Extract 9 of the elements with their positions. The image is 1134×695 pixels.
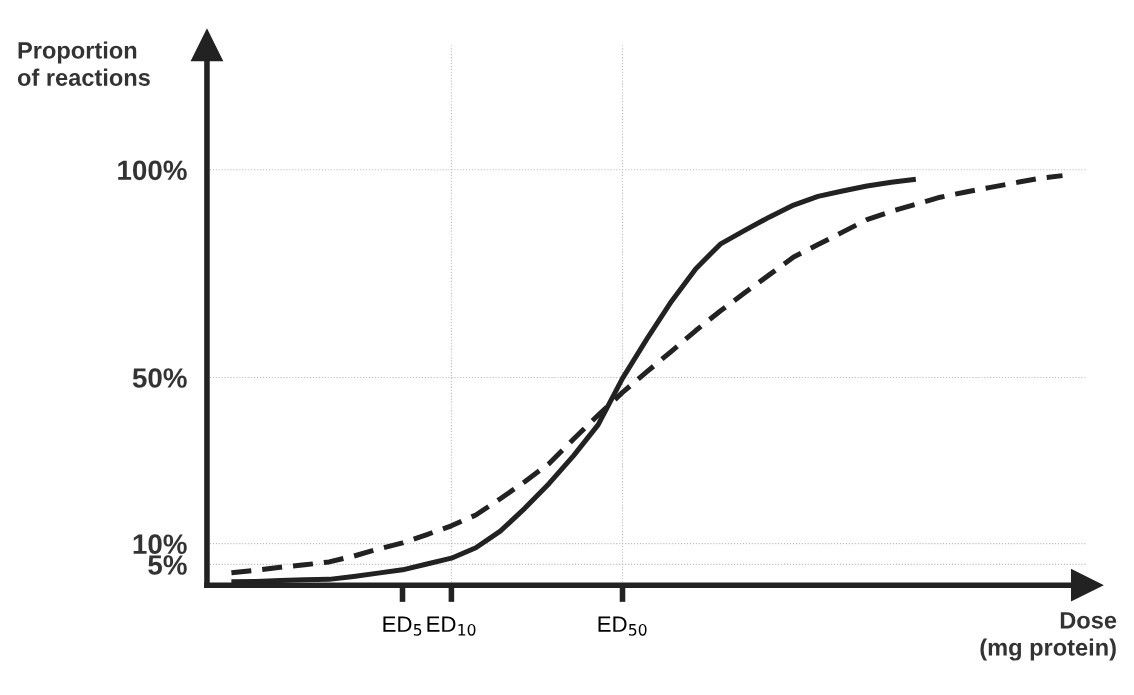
x-tick-label: ED$_{10}$ bbox=[427, 616, 476, 636]
x-axis-title: Dose (mg protein) bbox=[980, 612, 1117, 661]
y-tick-label: 10% bbox=[133, 534, 187, 554]
x-tick-label: ED$_{50}$ bbox=[598, 616, 647, 636]
y-tick-label: 100% bbox=[118, 160, 187, 181]
y-axis-title: Proportion of reactions bbox=[17, 41, 150, 86]
x-tick-label: ED$_{5}$ bbox=[383, 616, 422, 636]
y-tick-label: 5% bbox=[148, 555, 187, 575]
y-tick-label: 50% bbox=[132, 368, 187, 388]
